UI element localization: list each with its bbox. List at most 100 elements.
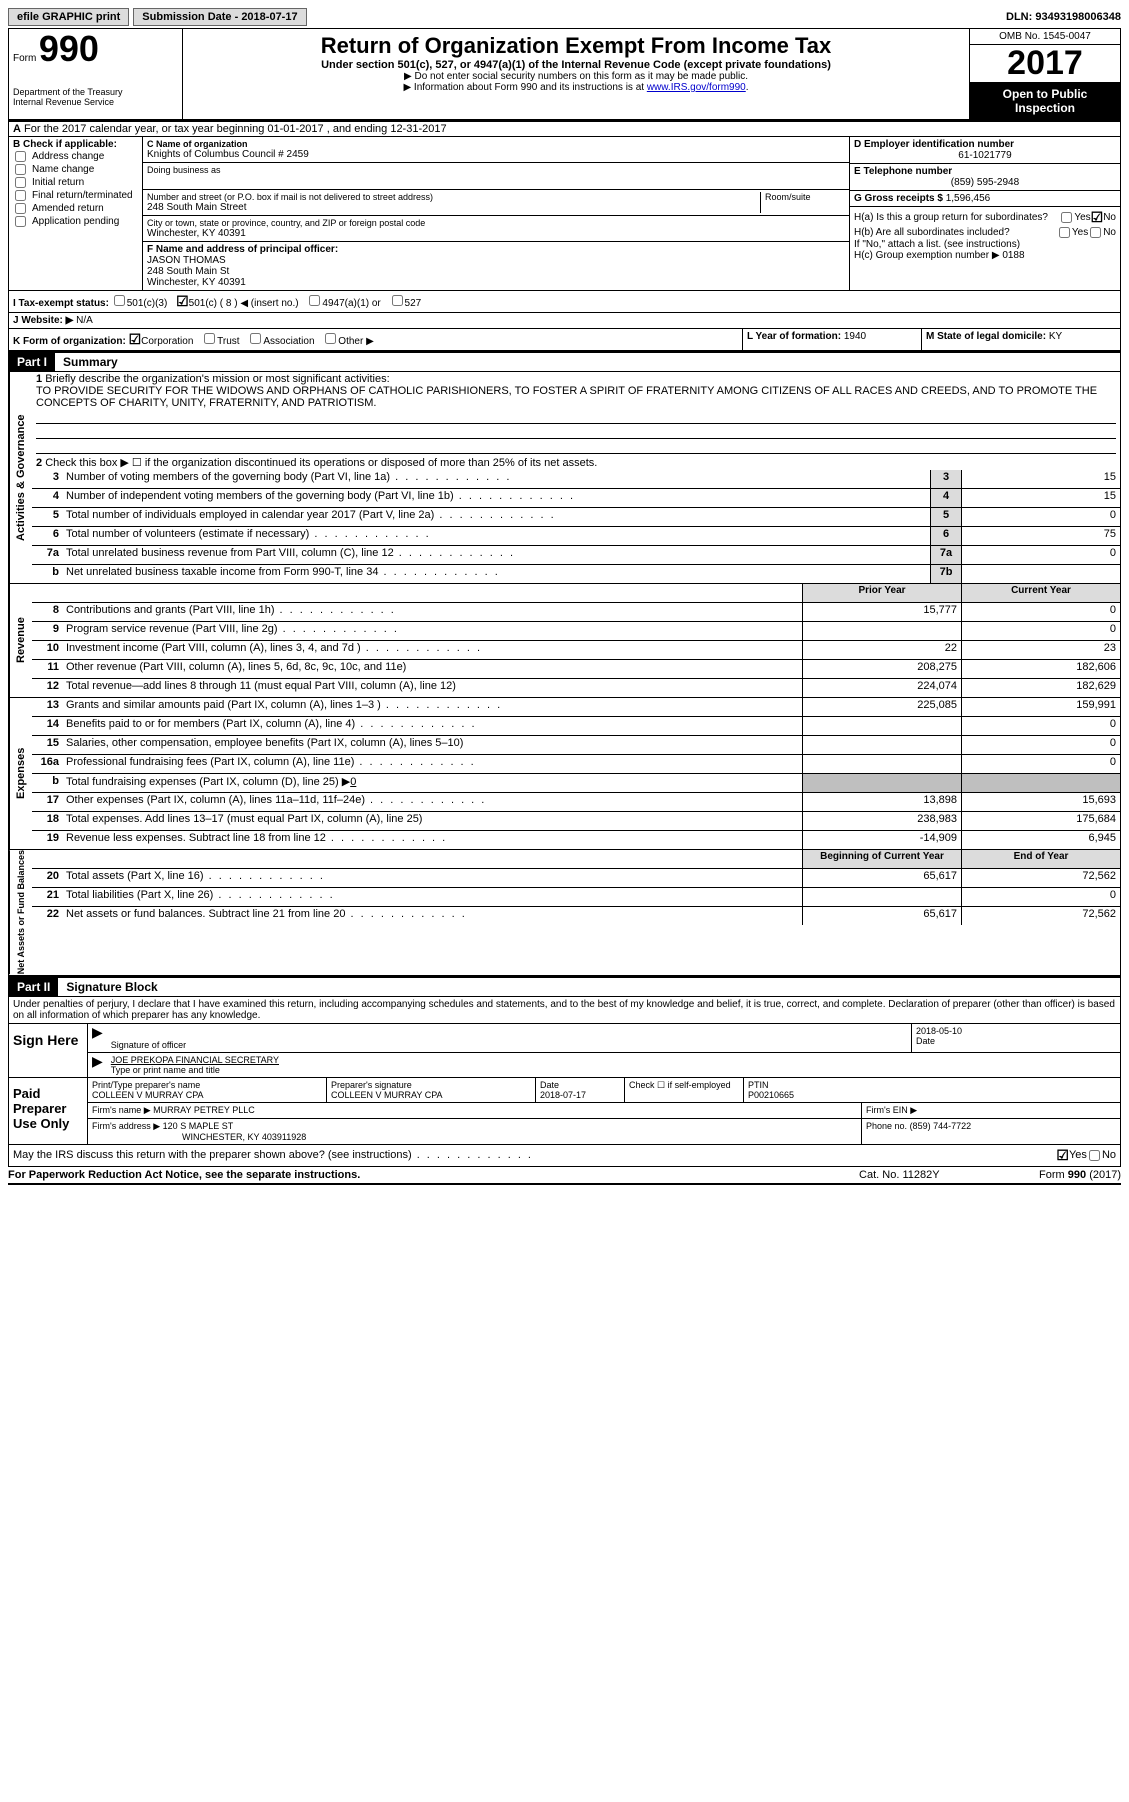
trust-checkbox[interactable] [204, 333, 215, 344]
hb-yes: Yes [1072, 227, 1088, 238]
l3-text: Number of voting members of the governin… [66, 471, 390, 483]
assoc-checkbox[interactable] [250, 333, 261, 344]
c18: 175,684 [961, 812, 1120, 830]
4947-checkbox[interactable] [309, 295, 320, 306]
efile-button[interactable]: efile GRAPHIC print [8, 8, 129, 26]
firm-name: MURRAY PETREY PLLC [153, 1105, 255, 1115]
officer-typed-name: JOE PREKOPA FINANCIAL SECRETARY [111, 1055, 1116, 1065]
submission-date: Submission Date - 2018-07-17 [133, 8, 306, 26]
final-return-checkbox[interactable] [15, 190, 26, 201]
other-checkbox[interactable] [325, 333, 336, 344]
hb-yes-checkbox[interactable] [1059, 227, 1070, 238]
footer-right: Form 990 (2017) [1039, 1169, 1121, 1181]
eoy-hdr: End of Year [961, 850, 1120, 868]
part1-title: Summary [55, 355, 118, 369]
c16a: 0 [961, 755, 1120, 773]
l16b-text: Total fundraising expenses (Part IX, col… [66, 776, 350, 788]
sig-date-value: 2018-05-10 [916, 1026, 1116, 1036]
vert-na: Net Assets or Fund Balances [9, 850, 32, 974]
part1-revenue: Revenue Prior YearCurrent Year 8Contribu… [8, 584, 1121, 698]
ein: 61-1021779 [854, 150, 1116, 161]
ha-label: H(a) Is this a group return for subordin… [854, 212, 1059, 223]
city-state-zip: Winchester, KY 40391 [147, 228, 845, 239]
c14: 0 [961, 717, 1120, 735]
c16b-shade [961, 774, 1120, 792]
officer-label: F Name and address of principal officer: [147, 244, 845, 255]
other-label: Other ▶ [338, 336, 373, 347]
501c3-label: 501(c)(3) [127, 298, 168, 309]
year-formation: 1940 [844, 331, 866, 342]
address-change-checkbox[interactable] [15, 151, 26, 162]
l1-text: Briefly describe the organization's miss… [45, 373, 389, 385]
l10-text: Investment income (Part VIII, column (A)… [66, 642, 361, 654]
initial-return-checkbox[interactable] [15, 177, 26, 188]
name-change-checkbox[interactable] [15, 164, 26, 175]
form-header: Form 990 Department of the Treasury Inte… [8, 28, 1121, 121]
c17: 15,693 [961, 793, 1120, 811]
address-change-label: Address change [32, 151, 104, 162]
l6-text: Total number of volunteers (estimate if … [66, 528, 309, 540]
501c3-checkbox[interactable] [114, 295, 125, 306]
hc-value: 0188 [1002, 250, 1024, 261]
l16b-val: 0 [350, 776, 356, 788]
footer: For Paperwork Reduction Act Notice, see … [8, 1167, 1121, 1185]
sig-date-label: Date [916, 1036, 1116, 1046]
v7b [961, 565, 1120, 583]
p11: 208,275 [802, 660, 961, 678]
discuss-no-checkbox[interactable] [1089, 1150, 1100, 1161]
application-pending-label: Application pending [32, 216, 119, 227]
l22-text: Net assets or fund balances. Subtract li… [66, 908, 345, 920]
c21: 0 [961, 888, 1120, 906]
hb-no: No [1103, 227, 1116, 238]
prep-date: 2018-07-17 [540, 1090, 620, 1100]
firm-addr1: 120 S MAPLE ST [163, 1121, 234, 1131]
l7a-text: Total unrelated business revenue from Pa… [66, 547, 394, 559]
c11: 182,606 [961, 660, 1120, 678]
hb-note: If "No," attach a list. (see instruction… [854, 239, 1116, 250]
l2-text: Check this box ▶ ☐ if the organization d… [45, 457, 597, 469]
hb-label: H(b) Are all subordinates included? [854, 227, 1057, 238]
c19: 6,945 [961, 831, 1120, 849]
hc-label: H(c) Group exemption number ▶ [854, 250, 1000, 261]
row-a: A For the 2017 calendar year, or tax yea… [8, 121, 1121, 137]
amended-return-checkbox[interactable] [15, 203, 26, 214]
l14-text: Benefits paid to or for members (Part IX… [66, 718, 355, 730]
gross-receipts: 1,596,456 [946, 193, 991, 204]
l8-text: Contributions and grants (Part VIII, lin… [66, 604, 275, 616]
c13: 159,991 [961, 698, 1120, 716]
dept-treasury: Department of the Treasury [13, 87, 178, 97]
final-return-label: Final return/terminated [32, 190, 133, 201]
527-checkbox[interactable] [392, 295, 403, 306]
4947-label: 4947(a)(1) or [322, 298, 380, 309]
website-value: N/A [76, 315, 93, 326]
row-a-label: A [13, 123, 21, 135]
open-to-public: Open to Public Inspection [970, 83, 1120, 119]
l4-text: Number of independent voting members of … [66, 490, 454, 502]
paid-preparer-label: Paid Preparer Use Only [9, 1078, 88, 1144]
row-j: J Website: ▶ N/A [8, 313, 1121, 329]
application-pending-checkbox[interactable] [15, 216, 26, 227]
vert-ag: Activities & Governance [9, 372, 32, 583]
hb-no-checkbox[interactable] [1090, 227, 1101, 238]
col-b-header: B Check if applicable: [13, 139, 138, 150]
ha-yes-checkbox[interactable] [1061, 212, 1072, 223]
sign-here-block: Sign Here ▶ Signature of officer 2018-05… [8, 1024, 1121, 1078]
initial-return-label: Initial return [32, 177, 84, 188]
prep-name-label: Print/Type preparer's name [92, 1080, 322, 1090]
prep-name: COLLEEN V MURRAY CPA [92, 1090, 322, 1100]
sig-officer-label: Signature of officer [111, 1040, 907, 1050]
section-bcd: B Check if applicable: Address change Na… [8, 137, 1121, 291]
part2-title: Signature Block [58, 980, 157, 994]
irs-link[interactable]: www.IRS.gov/form990 [647, 82, 746, 93]
v5: 0 [961, 508, 1120, 526]
l9-text: Program service revenue (Part VIII, line… [66, 623, 278, 635]
ptin: P00210665 [748, 1090, 1116, 1100]
irs: Internal Revenue Service [13, 97, 178, 107]
room-label: Room/suite [765, 192, 845, 202]
ein-label: D Employer identification number [854, 139, 1116, 150]
self-employed-label: Check ☐ if self-employed [625, 1078, 744, 1102]
part1-netassets: Net Assets or Fund Balances Beginning of… [8, 850, 1121, 975]
penalty-text: Under penalties of perjury, I declare th… [8, 997, 1121, 1024]
mission-text: TO PROVIDE SECURITY FOR THE WIDOWS AND O… [36, 385, 1097, 409]
corp-label: Corporation [141, 336, 193, 347]
